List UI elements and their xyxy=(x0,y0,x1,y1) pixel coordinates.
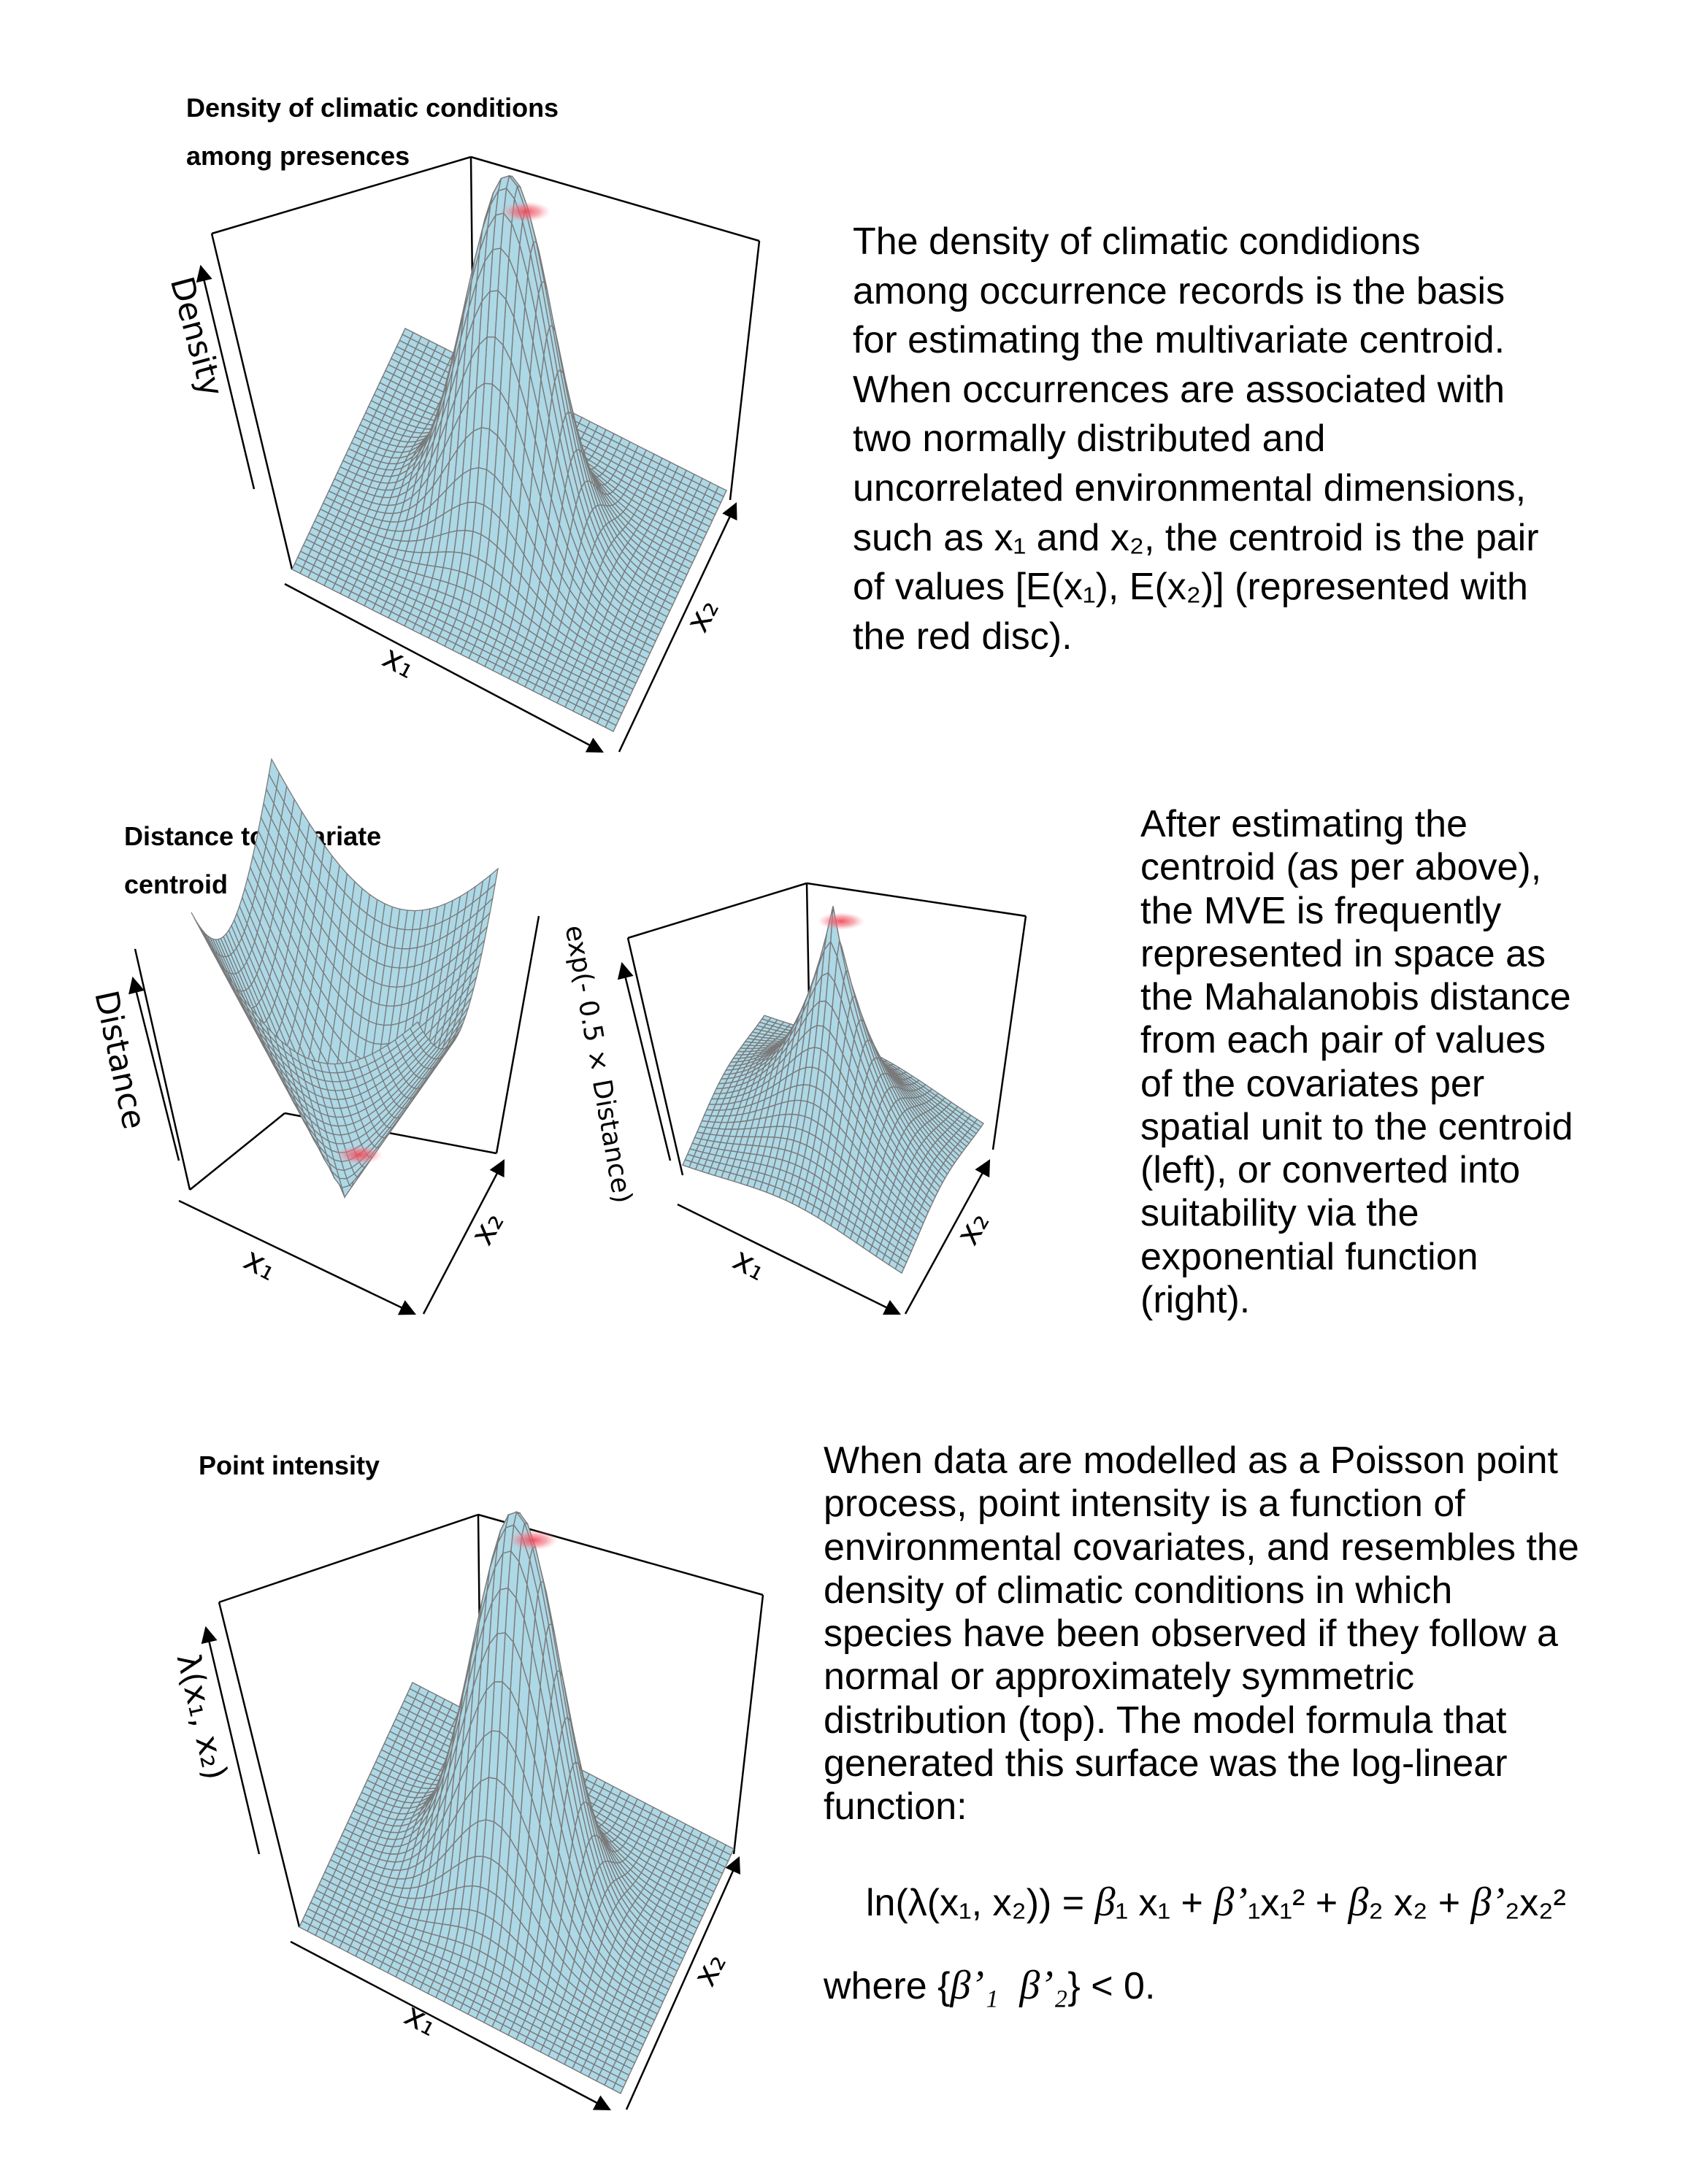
intensity-title: Point intensity xyxy=(199,1450,380,1480)
distance-x2-label: x₂ xyxy=(463,1205,511,1251)
density-title-line1: Density of climatic conditions xyxy=(186,93,559,123)
density-x2-label: x₂ xyxy=(678,593,726,639)
distance-centroid-disc xyxy=(336,1145,383,1164)
density-z-label: Density xyxy=(163,273,231,401)
density-panel: Density of climatic conditions among pre… xyxy=(163,93,761,753)
density-title-line2: among presences xyxy=(186,141,410,171)
distance-z-label: Distance xyxy=(87,988,153,1133)
density-centroid-disc xyxy=(501,201,550,222)
suitability-z-axis-arrow xyxy=(617,961,672,1161)
distance-title-line1: Distance to bivariate xyxy=(124,821,381,851)
surface-facet xyxy=(191,912,202,932)
distance-panel: Distance to bivariate centroid Distance … xyxy=(87,758,540,1315)
intensity-surface xyxy=(299,1510,734,2094)
suitability-x2-label: x₂ xyxy=(948,1205,997,1251)
density-x1-label: x₁ xyxy=(377,638,423,686)
intensity-panel: Point intensity λ(x₁, x₂) x₁ x₂ xyxy=(169,1450,764,2111)
distance-x1-axis-arrow xyxy=(178,1199,417,1315)
suitability-z-label: exp(- 0.5 × Distance) xyxy=(559,923,637,1205)
suitability-centroid-disc xyxy=(818,912,864,930)
suitability-surface xyxy=(682,906,984,1274)
suitability-panel: exp(- 0.5 × Distance) x₁ x₂ xyxy=(559,882,1027,1315)
density-surface xyxy=(291,174,727,732)
distance-title-line2: centroid xyxy=(124,869,228,899)
